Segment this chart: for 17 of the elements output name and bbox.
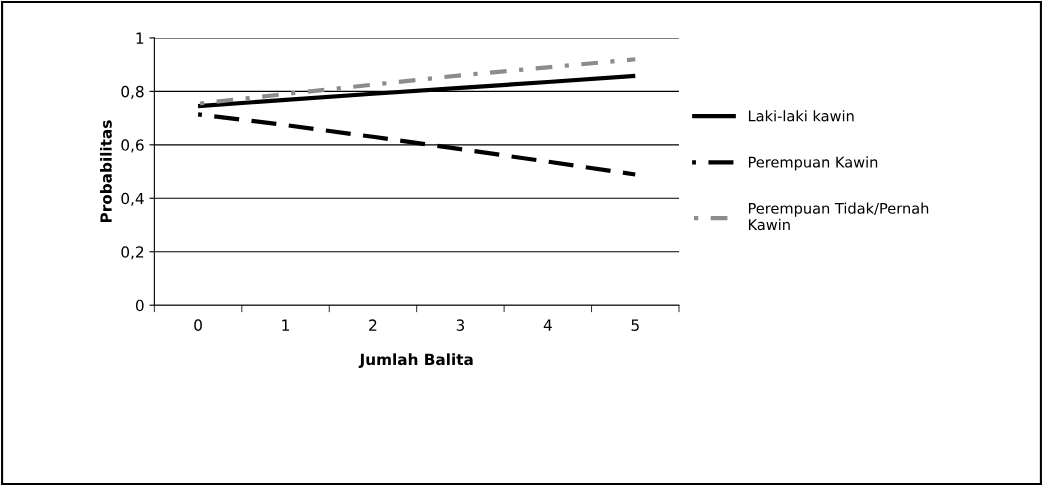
x-tick-label: 3 xyxy=(456,319,465,331)
y-tick-label: 1 xyxy=(136,32,144,44)
x-tick-label: 1 xyxy=(282,319,289,331)
x-axis-title: Jumlah Balita xyxy=(358,353,473,368)
y-axis-title: Probabilitas xyxy=(100,120,112,223)
y-tick-label: 0,2 xyxy=(121,246,144,260)
x-tick-label: 0 xyxy=(194,319,202,331)
y-tick-label: 0,6 xyxy=(121,139,144,153)
legend-label: Perempuan Kawin xyxy=(748,156,878,171)
x-tick-label: 2 xyxy=(369,319,377,331)
y-tick-label: 0 xyxy=(135,299,144,312)
x-tick-label: 4 xyxy=(543,319,552,331)
y-tick-label: 0,8 xyxy=(121,85,144,99)
y-tick-label: 0,4 xyxy=(121,192,144,206)
legend-label: Laki-laki kawin xyxy=(748,110,854,122)
legend-label: Perempuan Tidak/Pernah Kawin xyxy=(748,202,929,231)
x-tick-label: 5 xyxy=(631,319,639,331)
